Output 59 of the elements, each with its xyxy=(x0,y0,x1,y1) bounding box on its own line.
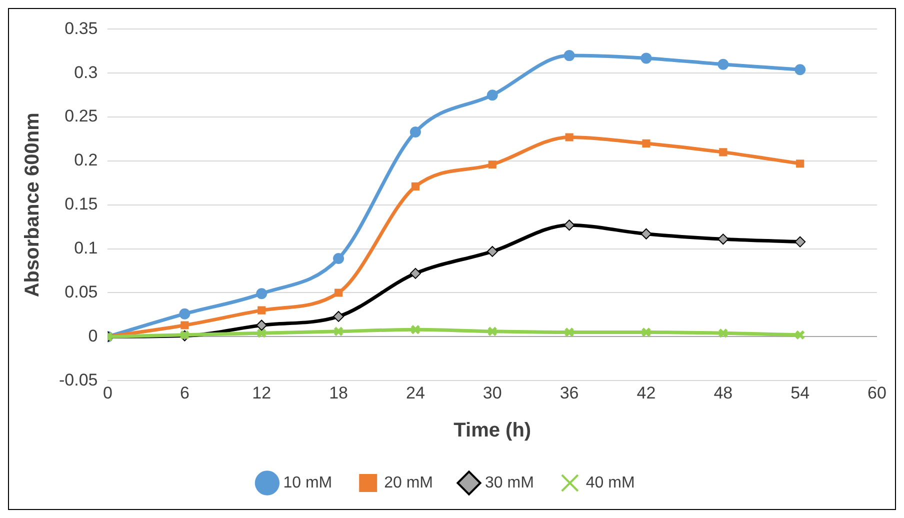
point xyxy=(718,234,729,245)
point xyxy=(488,160,496,169)
point xyxy=(333,310,344,322)
point xyxy=(564,327,574,338)
point xyxy=(486,246,498,257)
point xyxy=(564,220,575,231)
point xyxy=(718,328,728,338)
point xyxy=(796,160,804,168)
x-tick-label: 48 xyxy=(714,383,733,402)
x-axis-title: Time (h) xyxy=(454,420,532,442)
y-tick-label: 0.25 xyxy=(64,106,98,126)
y-tick-label: 0.1 xyxy=(74,238,98,258)
x-tick-label: 24 xyxy=(406,383,425,402)
point xyxy=(487,326,498,336)
x-tick-label: 18 xyxy=(329,383,348,402)
point xyxy=(641,327,652,338)
point xyxy=(642,139,650,148)
x-tick-label: 36 xyxy=(560,383,579,402)
x-tick-label: 42 xyxy=(636,383,656,402)
x-tick-label: 0 xyxy=(103,383,112,402)
y-axis-title: Absorbance 600nm xyxy=(22,112,44,298)
point xyxy=(333,326,344,336)
point xyxy=(794,236,806,248)
point xyxy=(564,50,575,62)
point xyxy=(565,133,574,142)
point xyxy=(486,90,498,101)
point xyxy=(334,288,343,297)
point xyxy=(256,320,268,331)
point xyxy=(410,126,421,138)
legend-label: 30 mM xyxy=(485,474,534,492)
point xyxy=(411,182,420,190)
y-tick-label: 0.3 xyxy=(74,62,98,82)
point xyxy=(718,58,729,70)
point xyxy=(640,228,652,240)
point xyxy=(333,252,344,264)
x-tick-label: 30 xyxy=(482,383,502,402)
y-tick-label: 0.2 xyxy=(74,150,98,170)
legend-label: 40 mM xyxy=(586,474,635,492)
x-tick-label: 60 xyxy=(868,383,886,402)
x-tick-label: 12 xyxy=(252,383,272,402)
point xyxy=(719,148,728,156)
y-tick-label: 0.15 xyxy=(64,194,98,214)
point xyxy=(180,321,189,330)
legend-label: 20 mM xyxy=(384,474,434,492)
y-tick-label: 0.35 xyxy=(64,18,98,38)
point xyxy=(258,306,266,314)
point xyxy=(640,52,652,64)
point xyxy=(410,268,421,279)
x-tick-label: 54 xyxy=(790,383,810,402)
x-tick-label: 6 xyxy=(180,383,190,402)
point xyxy=(256,288,268,300)
point xyxy=(179,308,190,320)
point xyxy=(794,64,806,76)
y-tick-label: -0.05 xyxy=(59,370,98,390)
point xyxy=(410,324,420,335)
legend-label: 10 mM xyxy=(283,474,332,492)
y-tick-label: 0 xyxy=(88,326,98,346)
y-tick-label: 0.05 xyxy=(64,282,98,302)
point xyxy=(256,328,267,338)
